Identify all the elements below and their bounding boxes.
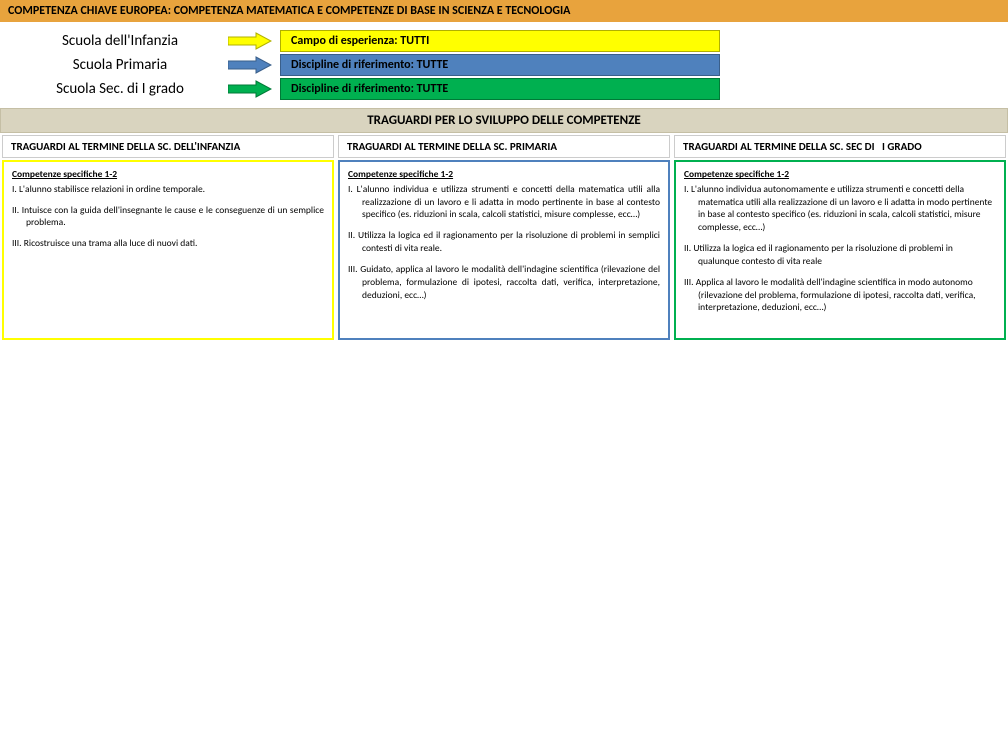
competenza-item: III. Ricostruisce una trama alla luce di…: [12, 237, 324, 250]
arrow-icon: [220, 80, 280, 98]
competenza-item: III. Applica al lavoro le modalità dell'…: [684, 276, 996, 314]
school-row: Scuola Primaria Discipline di riferiment…: [20, 54, 1000, 76]
column-header: TRAGUARDI AL TERMINE DELLA SC. DELL'INFA…: [2, 135, 334, 158]
school-row: Scuola Sec. di I grado Discipline di rif…: [20, 78, 1000, 100]
school-row: Scuola dell'Infanzia Campo di esperienza…: [20, 30, 1000, 52]
competenza-item: II. Utilizza la logica ed il ragionament…: [684, 242, 996, 268]
school-name: Scuola Primaria: [20, 56, 220, 74]
competenze-subtitle: Competenze specifiche 1-2: [348, 168, 660, 181]
school-pill: Discipline di riferimento: TUTTE: [280, 78, 720, 100]
column-headers: TRAGUARDI AL TERMINE DELLA SC. DELL'INFA…: [0, 135, 1008, 158]
competenza-item: II. Utilizza la logica ed il ragionament…: [348, 229, 660, 255]
column-header: TRAGUARDI AL TERMINE DELLA SC. PRIMARIA: [338, 135, 670, 158]
competenze-subtitle: Competenze specifiche 1-2: [12, 168, 324, 181]
content-column: Competenze specifiche 1-2 I. L'alunno ind…: [674, 160, 1006, 340]
column-header: TRAGUARDI AL TERMINE DELLA SC. SEC DI I …: [674, 135, 1006, 158]
school-list: Scuola dell'Infanzia Campo di esperienza…: [0, 22, 1008, 108]
header-label: COMPETENZA CHIAVE EUROPEA:: [8, 4, 171, 18]
competenza-item: III. Guidato, applica al lavoro le modal…: [348, 263, 660, 301]
school-name: Scuola dell'Infanzia: [20, 32, 220, 50]
content-columns: Competenze specifiche 1-2 I. L'alunno sta…: [0, 160, 1008, 340]
competenze-subtitle: Competenze specifiche 1-2: [684, 168, 996, 181]
school-name: Scuola Sec. di I grado: [20, 80, 220, 98]
competenza-item: II. Intuisce con la guida dell'insegnant…: [12, 204, 324, 230]
arrow-icon: [220, 56, 280, 74]
arrow-icon: [220, 32, 280, 50]
competenza-item: I. L'alunno individua e utilizza strumen…: [348, 183, 660, 221]
section-title: TRAGUARDI PER LO SVILUPPO DELLE COMPETEN…: [0, 108, 1008, 133]
content-column: Competenze specifiche 1-2 I. L'alunno sta…: [2, 160, 334, 340]
competenza-item: I. L'alunno stabilisce relazioni in ordi…: [12, 183, 324, 196]
school-pill: Discipline di riferimento: TUTTE: [280, 54, 720, 76]
header-title: COMPETENZA MATEMATICA E COMPETENZE DI BA…: [174, 4, 571, 18]
school-pill: Campo di esperienza: TUTTI: [280, 30, 720, 52]
content-column: Competenze specifiche 1-2 I. L'alunno ind…: [338, 160, 670, 340]
header-bar: COMPETENZA CHIAVE EUROPEA: COMPETENZA MA…: [0, 0, 1008, 22]
competenza-item: I. L'alunno individua autonomamente e ut…: [684, 183, 996, 234]
